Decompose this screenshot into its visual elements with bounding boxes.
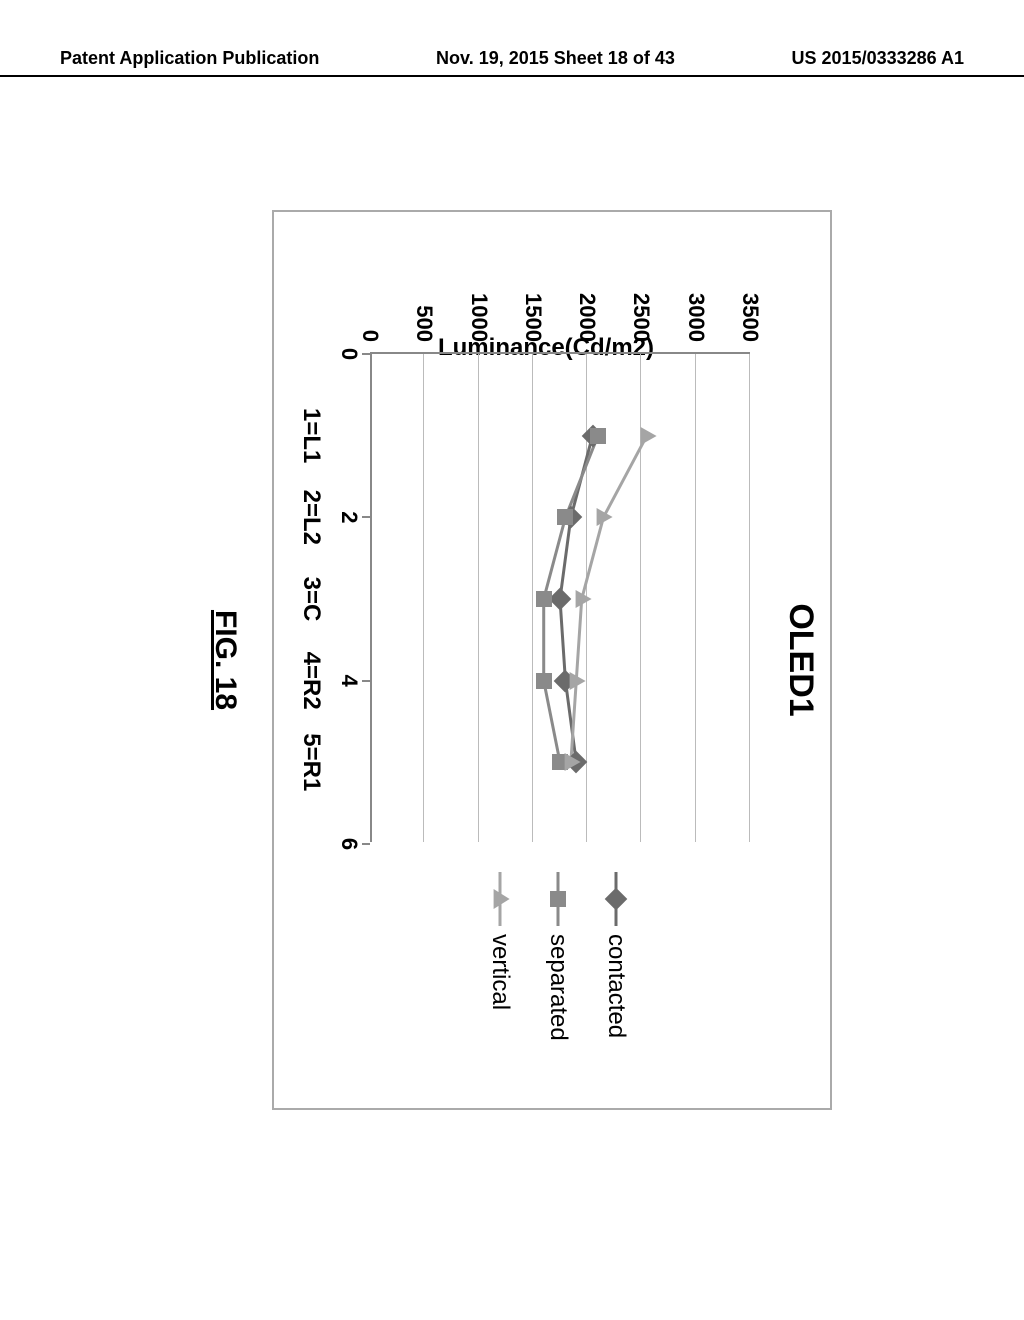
x-tick-mark <box>362 516 370 518</box>
x-category-label: 3=C <box>297 577 325 622</box>
y-tick-label: 1500 <box>520 272 546 342</box>
x-tick-mark <box>362 680 370 682</box>
header-left: Patent Application Publication <box>60 48 319 69</box>
legend-item-separated: separated <box>544 872 572 1092</box>
legend: contacted separated vertical <box>456 872 630 1092</box>
figure-caption: FIG. 18 <box>208 210 242 1110</box>
marker-separated <box>536 591 552 607</box>
y-tick-label: 500 <box>411 272 437 342</box>
x-tick-label: 2 <box>336 511 362 523</box>
legend-marker <box>604 872 628 926</box>
legend-item-contacted: contacted <box>602 872 630 1092</box>
x-category-label: 1=L1 <box>297 408 325 463</box>
marker-vertical <box>570 672 586 690</box>
y-tick-label: 3500 <box>737 272 763 342</box>
x-category-label: 4=R2 <box>297 652 325 710</box>
header-center: Nov. 19, 2015 Sheet 18 of 43 <box>436 48 675 69</box>
legend-item-vertical: vertical <box>486 872 514 1092</box>
legend-label: vertical <box>486 934 514 1010</box>
x-tick-label: 0 <box>336 348 362 360</box>
x-tick-label: 6 <box>336 838 362 850</box>
plot-area: 050010001500200025003000350002461=L12=L2… <box>370 352 750 842</box>
x-category-label: 5=R1 <box>297 733 325 791</box>
legend-marker <box>488 872 512 926</box>
marker-vertical <box>597 508 613 526</box>
marker-separated <box>557 509 573 525</box>
marker-vertical <box>640 427 656 445</box>
x-tick-mark <box>362 843 370 845</box>
legend-label: contacted <box>602 934 630 1038</box>
marker-vertical <box>575 590 591 608</box>
y-tick-label: 0 <box>357 272 383 342</box>
y-tick-label: 2500 <box>628 272 654 342</box>
x-tick-label: 4 <box>336 675 362 687</box>
x-category-label: 2=L2 <box>297 490 325 545</box>
marker-separated <box>590 428 606 444</box>
legend-label: separated <box>544 934 572 1041</box>
y-tick-label: 3000 <box>683 272 709 342</box>
header-right: US 2015/0333286 A1 <box>792 48 964 69</box>
y-tick-label: 1000 <box>466 272 492 342</box>
legend-marker <box>546 872 570 926</box>
chart-title: OLED1 <box>781 212 820 1108</box>
chart-box: OLED1 Luminance(Cd/m2) 05001000150020002… <box>272 210 832 1110</box>
page-header: Patent Application Publication Nov. 19, … <box>0 48 1024 77</box>
marker-vertical <box>564 753 580 771</box>
x-tick-mark <box>362 353 370 355</box>
y-tick-label: 2000 <box>574 272 600 342</box>
marker-separated <box>536 673 552 689</box>
figure-container: OLED1 Luminance(Cd/m2) 05001000150020002… <box>192 210 832 1110</box>
